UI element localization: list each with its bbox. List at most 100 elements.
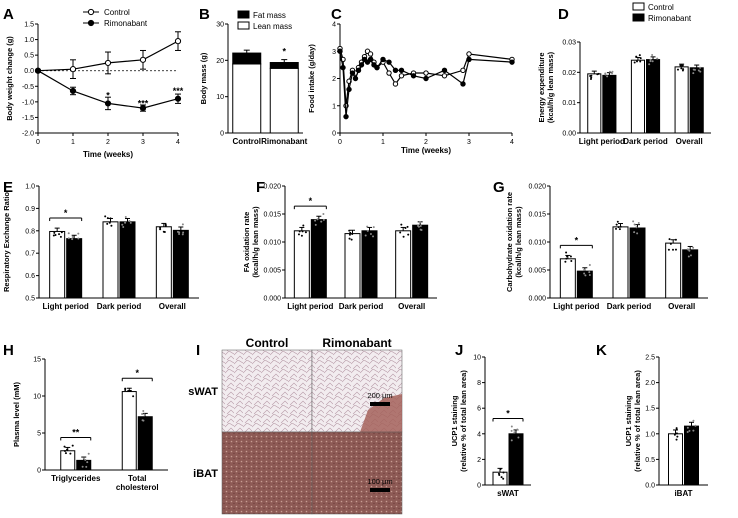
category-label: Overall <box>398 302 425 311</box>
data-point <box>69 66 77 73</box>
individual-point <box>635 55 638 58</box>
individual-point <box>668 238 671 241</box>
bar <box>310 219 327 299</box>
individual-point <box>322 213 325 216</box>
panel-label: I <box>196 342 200 359</box>
y-tick-label: 4 <box>332 22 336 29</box>
data-point <box>423 70 429 76</box>
micrograph-image <box>221 349 313 433</box>
category-label-line: cholesterol <box>116 483 159 492</box>
y-tick-label: 0.005 <box>263 268 281 275</box>
significance-mark: *** <box>173 86 184 96</box>
individual-point <box>176 230 179 233</box>
individual-point <box>570 259 573 262</box>
individual-point <box>121 223 124 226</box>
individual-point <box>615 227 618 230</box>
legend-swatch <box>632 13 645 22</box>
individual-point <box>604 73 607 76</box>
individual-point <box>110 224 113 227</box>
individual-point <box>109 217 112 220</box>
data-point <box>355 67 362 74</box>
bar <box>665 242 682 299</box>
individual-point <box>611 72 614 75</box>
data-point <box>460 81 466 87</box>
y-tick-label: 10 <box>33 394 41 401</box>
individual-point <box>302 224 305 227</box>
legend-entry: Rimonabant <box>648 14 692 23</box>
y-axis-label: Plasma level (mM) <box>12 381 21 447</box>
x-axis-label: Time (weeks) <box>83 150 133 159</box>
individual-point <box>564 260 567 263</box>
individual-point <box>667 248 670 251</box>
y-tick-label: 0.010 <box>528 240 546 247</box>
individual-point <box>692 246 695 249</box>
individual-point <box>60 231 63 234</box>
individual-point <box>681 64 684 67</box>
series-rimonabant <box>337 48 515 120</box>
bar <box>121 391 137 471</box>
bar <box>492 471 508 486</box>
individual-point <box>648 63 651 66</box>
individual-point <box>366 225 369 228</box>
bar <box>155 226 172 299</box>
y-tick-label: 0.020 <box>263 184 281 191</box>
individual-point <box>63 445 66 448</box>
significance-mark: * <box>64 208 68 218</box>
individual-point <box>692 419 695 422</box>
individual-point <box>639 60 642 63</box>
legend-swatch <box>632 2 645 11</box>
bar <box>587 73 602 134</box>
bar <box>674 66 689 134</box>
y-tick-label: 0.020 <box>528 184 546 191</box>
individual-point <box>680 67 683 70</box>
data-point <box>466 56 472 63</box>
y-axis-label: Body mass (g) <box>199 52 208 104</box>
bar <box>137 416 153 471</box>
individual-point <box>141 413 144 416</box>
individual-point <box>366 229 369 232</box>
individual-point <box>128 220 131 223</box>
y-tick-label: 0.015 <box>263 212 281 219</box>
y-tick-label: 0.03 <box>562 40 576 47</box>
individual-point <box>635 226 638 229</box>
individual-point <box>77 232 80 235</box>
significance-mark: * <box>575 235 579 245</box>
individual-point <box>404 226 407 229</box>
significance-mark: * <box>282 47 286 57</box>
chart-C: C 0 1 2 3 4 Food intake (g/day) 0 1 2 3 4 Time (week… <box>307 6 515 155</box>
y-tick-label: 8 <box>477 380 481 387</box>
data-point <box>423 75 429 82</box>
individual-point <box>675 432 678 435</box>
legend-entry: Lean mass <box>253 22 292 31</box>
x-tick-label: 0 <box>338 139 342 146</box>
data-point <box>139 56 147 63</box>
individual-point <box>124 221 127 224</box>
x-axis-label: Time (weeks) <box>401 146 451 155</box>
individual-point <box>159 228 162 231</box>
individual-point <box>122 226 125 229</box>
individual-point <box>633 231 636 234</box>
individual-point <box>164 224 167 227</box>
individual-point <box>372 226 375 229</box>
y-axis-label: UCP1 staining(relative % of total lean a… <box>624 370 642 472</box>
y-tick-label: 5 <box>37 431 41 438</box>
individual-point <box>419 224 422 227</box>
y-tick-label: 1.5 <box>645 406 655 413</box>
data-point <box>386 59 392 65</box>
bar-lean-mass <box>269 67 299 134</box>
bar <box>630 59 646 134</box>
individual-point <box>82 457 85 460</box>
individual-point <box>699 66 702 69</box>
individual-point <box>499 468 502 471</box>
y-tick-label: 0.00 <box>562 131 576 138</box>
x-tick-label: 4 <box>176 139 180 146</box>
data-point <box>69 87 77 95</box>
bar <box>412 224 429 299</box>
category-label-line: Total <box>128 474 147 483</box>
bar <box>293 230 310 299</box>
x-tick-label: 2 <box>424 139 428 146</box>
individual-point <box>635 60 638 63</box>
individual-point <box>348 229 351 232</box>
individual-point <box>619 225 622 228</box>
